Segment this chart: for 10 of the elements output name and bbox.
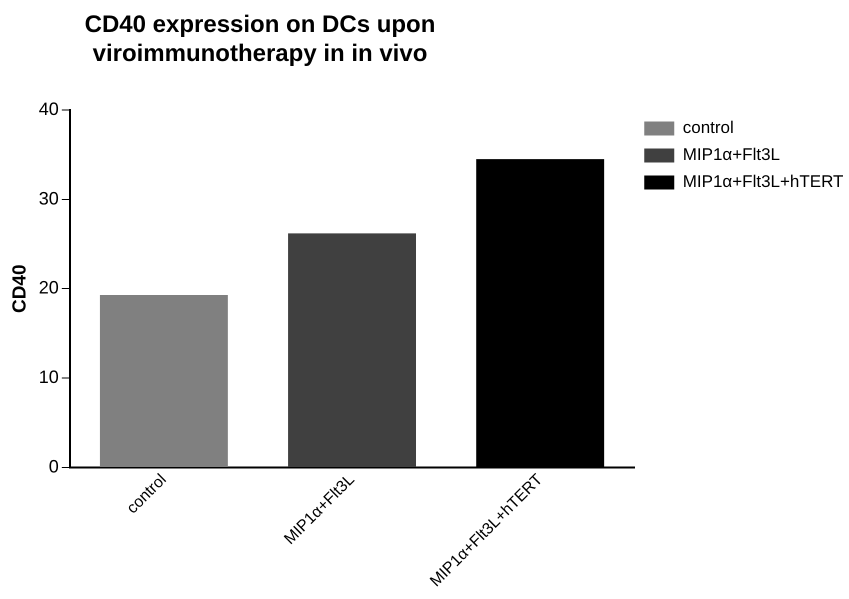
- y-tick-label: 10: [38, 367, 59, 388]
- y-tick-label: 0: [48, 456, 59, 476]
- y-tick-label: 40: [38, 98, 59, 119]
- y-axis-title: CD40: [10, 264, 31, 314]
- legend-label: MIP1α+Flt3L+hTERT: [682, 172, 844, 192]
- y-tick-label: 20: [38, 278, 59, 298]
- y-tick-label: 30: [38, 188, 59, 208]
- chart-title: CD40 expression on DCs upon viroimmunotherapy in in vivo: [84, 10, 436, 68]
- legend-label: MIP1α+Flt3L: [682, 145, 780, 164]
- legend-label: control: [682, 118, 734, 138]
